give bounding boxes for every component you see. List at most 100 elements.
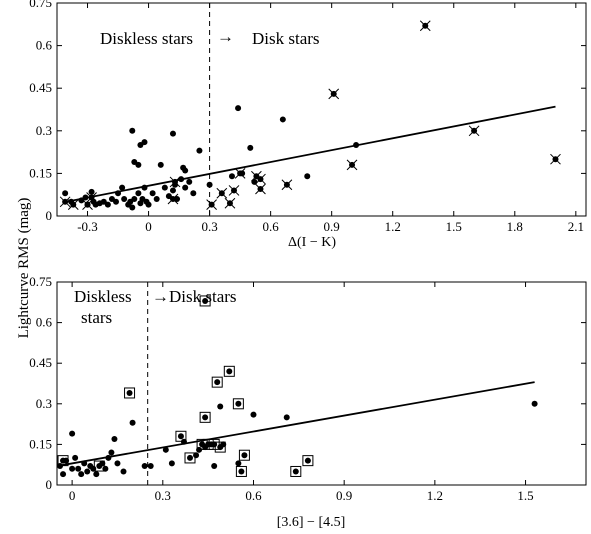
- crossed-point-mark: [228, 185, 240, 196]
- crossed-point-mark: [224, 197, 236, 209]
- boxed-point-dot: [205, 441, 212, 448]
- boxed-point-box: [232, 398, 244, 410]
- data-point: [217, 403, 224, 410]
- plot-frame: [56, 281, 587, 486]
- data-point: [190, 190, 197, 197]
- crossed-point-mark: [468, 125, 480, 137]
- boxed-point-box: [199, 411, 211, 423]
- data-point: [60, 471, 67, 478]
- data-point: [69, 430, 76, 437]
- data-point: [162, 446, 169, 453]
- data-point: [81, 460, 88, 467]
- plot-frame: [56, 2, 587, 217]
- data-point: [228, 173, 235, 180]
- boxed-point-box: [238, 449, 250, 461]
- data-point: [62, 190, 69, 197]
- crossed-point-mark: [206, 199, 217, 210]
- y-tick-label: 0.3: [36, 396, 52, 411]
- data-point: [206, 181, 213, 188]
- data-point: [129, 204, 136, 211]
- y-tick-label: 0.3: [36, 123, 52, 138]
- boxed-point-dot: [217, 444, 224, 451]
- boxed-point-dot: [126, 389, 133, 396]
- data-point: [131, 195, 138, 202]
- fit-line: [56, 381, 535, 467]
- data-point: [93, 471, 100, 478]
- boxed-point-box: [175, 430, 187, 442]
- x-tick-label: -0.3: [77, 219, 98, 234]
- data-point: [235, 460, 242, 467]
- boxed-point-dot: [235, 400, 242, 407]
- crossed-point-mark: [167, 193, 179, 205]
- data-point: [72, 454, 79, 461]
- x-tick-label: 1.2: [385, 219, 401, 234]
- data-point: [108, 449, 115, 456]
- boxed-point-dot: [187, 454, 194, 461]
- data-point: [69, 465, 76, 472]
- x-tick-label: 0: [69, 488, 76, 503]
- boxed-point-box: [223, 365, 235, 377]
- crossed-point-mark: [86, 192, 97, 203]
- top-panel: Δ(I − K) Diskless stars → Disk stars -0.…: [29, 0, 587, 250]
- data-point: [115, 190, 122, 197]
- data-point: [129, 127, 136, 134]
- data-point: [247, 144, 254, 151]
- data-point: [353, 142, 360, 148]
- boxed-point-dot: [238, 468, 245, 475]
- x-tick-label: 1.2: [427, 488, 443, 503]
- x-tick-label: 0.6: [245, 488, 262, 503]
- data-point: [135, 190, 142, 197]
- bottom-annotation-disk: →Disk stars: [152, 287, 237, 306]
- x-tick-label: 2.1: [568, 219, 584, 234]
- data-point: [104, 201, 111, 208]
- data-point: [178, 176, 185, 183]
- boxed-point-box: [124, 387, 136, 399]
- bottom-annotation-stars: stars: [81, 308, 112, 327]
- crossed-point-mark: [234, 168, 246, 179]
- y-axis-label: Lightcurve RMS (mag): [16, 198, 32, 339]
- data-point: [147, 463, 154, 470]
- data-point: [168, 460, 175, 467]
- boxed-point-dot: [199, 441, 206, 448]
- y-tick-label: 0: [46, 208, 53, 223]
- data-point: [169, 187, 176, 194]
- x-tick-label: 1.5: [446, 219, 462, 234]
- x-tick-label: 0.9: [336, 488, 352, 503]
- y-tick-label: 0.6: [36, 38, 53, 53]
- y-tick-label: 0.45: [29, 355, 52, 370]
- data-point: [113, 198, 120, 205]
- bottom-annotation-diskless: Diskless: [74, 287, 132, 306]
- boxed-point-box: [199, 295, 211, 307]
- data-point: [182, 167, 189, 174]
- data-point: [235, 105, 242, 112]
- data-point: [250, 411, 257, 418]
- x-tick-label: 0.3: [155, 488, 171, 503]
- data-point: [111, 435, 118, 442]
- x-tick-label: 0.3: [201, 219, 217, 234]
- crossed-point-mark: [550, 153, 561, 165]
- y-tick-label: 0.15: [29, 165, 52, 180]
- data-point: [161, 184, 168, 191]
- data-point: [88, 188, 95, 195]
- data-point: [153, 195, 160, 202]
- x-tick-label: 1.8: [507, 219, 523, 234]
- boxed-point-box: [211, 376, 223, 388]
- boxed-point-dot: [241, 452, 248, 459]
- crossed-point-mark: [328, 88, 340, 100]
- data-point: [129, 419, 136, 426]
- data-point: [182, 184, 189, 191]
- boxed-point-dot: [202, 414, 209, 421]
- data-point: [149, 190, 156, 197]
- fit-line: [62, 105, 556, 204]
- y-tick-label: 0.45: [29, 80, 52, 95]
- data-point: [84, 468, 91, 475]
- bottom-panel: [3.6] − [4.5] Diskless stars →Disk stars…: [29, 274, 587, 530]
- data-point: [283, 414, 290, 421]
- top-annotation-diskless: Diskless stars: [100, 29, 193, 48]
- top-annotation-disk: Disk stars: [252, 29, 320, 48]
- data-point: [82, 194, 89, 201]
- x-tick-label: 0.6: [263, 219, 280, 234]
- x-tick-label: 0: [145, 219, 152, 234]
- data-point: [186, 178, 193, 185]
